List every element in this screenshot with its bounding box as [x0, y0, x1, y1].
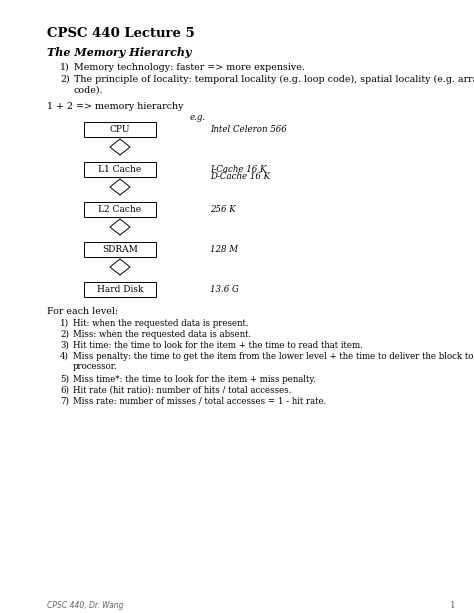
Text: 1: 1 [450, 601, 456, 610]
Text: 13.6 G: 13.6 G [210, 285, 239, 294]
Text: Miss rate: number of misses / total accesses = 1 - hit rate.: Miss rate: number of misses / total acce… [73, 397, 327, 406]
Text: 128 M: 128 M [210, 245, 238, 254]
Text: Miss: when the requested data is absent.: Miss: when the requested data is absent. [73, 330, 251, 339]
Bar [84, 122, 156, 137]
Polygon shape [110, 259, 130, 275]
Text: 4): 4) [60, 352, 69, 361]
Text: 5): 5) [60, 375, 69, 384]
Text: Memory technology: faster => more expensive.: Memory technology: faster => more expens… [74, 63, 305, 72]
Polygon shape [110, 219, 130, 235]
Text: Miss time*: the time to look for the item + miss penalty.: Miss time*: the time to look for the ite… [73, 375, 316, 384]
Polygon shape [110, 179, 130, 195]
Text: D-Cache 16 K: D-Cache 16 K [210, 172, 270, 181]
Text: 1): 1) [60, 63, 70, 72]
Text: Miss penalty: the time to get the item from the lower level + the time to delive: Miss penalty: the time to get the item f… [73, 352, 474, 361]
Text: CPSC 440 Lecture 5: CPSC 440 Lecture 5 [47, 27, 195, 40]
Text: L2 Cache: L2 Cache [99, 205, 142, 214]
Polygon shape [110, 139, 130, 155]
Text: L1 Cache: L1 Cache [99, 165, 142, 174]
Text: The principle of locality: temporal locality (e.g. loop code), spatial locality : The principle of locality: temporal loca… [74, 75, 474, 84]
Bar [84, 202, 156, 217]
Text: For each level:: For each level: [47, 307, 118, 316]
Text: 6): 6) [60, 386, 69, 395]
Text: e.g.: e.g. [190, 113, 206, 122]
Text: CPU: CPU [110, 125, 130, 134]
Text: Intel Celeron 566: Intel Celeron 566 [210, 125, 287, 134]
Bar [84, 162, 156, 177]
Bar [84, 242, 156, 257]
Text: 7): 7) [60, 397, 69, 406]
Text: Hit time: the time to look for the item + the time to read that item.: Hit time: the time to look for the item … [73, 341, 363, 350]
Text: Hard Disk: Hard Disk [97, 285, 143, 294]
Text: 3): 3) [60, 341, 69, 350]
Text: code).: code). [74, 86, 104, 95]
Text: 1): 1) [60, 319, 69, 328]
Text: I-Cache 16 K: I-Cache 16 K [210, 165, 266, 174]
Text: 256 K: 256 K [210, 205, 236, 214]
Bar [84, 282, 156, 297]
Text: The Memory Hierarchy: The Memory Hierarchy [47, 47, 191, 58]
Text: 2): 2) [60, 75, 70, 84]
Text: Hit rate (hit ratio): number of hits / total accesses.: Hit rate (hit ratio): number of hits / t… [73, 386, 292, 395]
Text: processor.: processor. [73, 362, 118, 371]
Text: Hit: when the requested data is present.: Hit: when the requested data is present. [73, 319, 249, 328]
Text: 2): 2) [60, 330, 69, 339]
Text: CPSC 440, Dr. Wang: CPSC 440, Dr. Wang [47, 601, 124, 610]
Text: SDRAM: SDRAM [102, 245, 138, 254]
Text: 1 + 2 => memory hierarchy: 1 + 2 => memory hierarchy [47, 102, 183, 111]
